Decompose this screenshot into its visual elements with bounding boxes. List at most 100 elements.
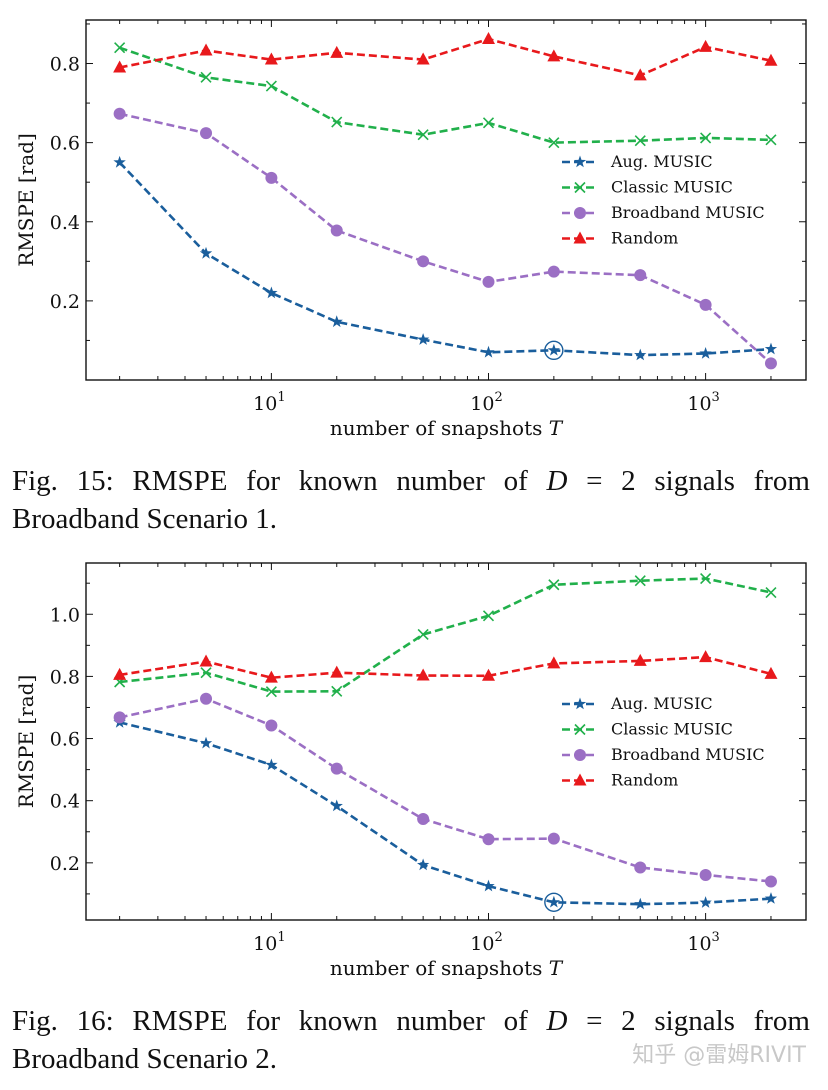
data-point <box>482 345 495 358</box>
watermark: 知乎 @雷姆RIVIT <box>632 1043 806 1068</box>
data-point <box>482 879 495 892</box>
data-point <box>547 832 560 845</box>
series-line <box>119 46 772 144</box>
x-axis-label-variable: T <box>549 416 564 440</box>
legend-marker <box>573 697 587 710</box>
x-axis-label-text: number of snapshots <box>330 956 549 980</box>
data-point <box>417 333 430 345</box>
x-tick-label: 101 <box>253 390 285 415</box>
series-line <box>119 112 772 365</box>
data-point <box>265 686 277 698</box>
y-tick-label: 0.4 <box>50 791 80 813</box>
data-point <box>547 895 560 908</box>
legend: Aug. MUSIC Classic MUSIC Broadband MUSIC Ra… <box>562 152 765 248</box>
data-point <box>482 117 495 129</box>
legend-marker <box>573 231 587 244</box>
data-point <box>113 155 126 168</box>
series-classic-music <box>114 42 777 149</box>
legend-item: Classic MUSIC <box>562 720 733 739</box>
data-point <box>200 692 213 705</box>
y-tick-label: 0.2 <box>50 291 80 313</box>
x-tick-label: 101 <box>253 930 285 955</box>
x-tick-exponent: 1 <box>277 930 285 945</box>
legend-item: Aug. MUSIC <box>562 694 713 713</box>
data-point <box>417 129 429 141</box>
series-broadband-music <box>113 107 777 370</box>
x-tick-exponent: 3 <box>712 390 720 405</box>
data-point <box>764 357 777 370</box>
data-point <box>199 246 213 259</box>
legend-item: Broadband MUSIC <box>562 745 765 764</box>
caption-variable: D <box>546 1005 568 1037</box>
data-point <box>765 134 777 146</box>
caption-text: = 2 signals from Broadband Scenario 1. <box>12 465 810 535</box>
data-point <box>331 685 343 697</box>
data-point <box>699 868 712 881</box>
data-point <box>481 668 495 681</box>
data-point <box>113 667 127 680</box>
data-point <box>764 892 778 904</box>
x-tick-label: 102 <box>470 390 502 415</box>
x-tick-base: 10 <box>687 393 711 415</box>
legend-label: Broadband MUSIC <box>611 745 765 764</box>
data-point <box>633 653 647 666</box>
data-point <box>265 171 278 184</box>
y-tick-label: 1.0 <box>50 604 80 626</box>
legend-marker <box>574 749 586 761</box>
data-point <box>634 861 647 874</box>
data-point <box>330 799 343 812</box>
data-point <box>264 52 278 65</box>
caption-variable: D <box>546 465 568 497</box>
data-point <box>764 53 778 66</box>
data-point <box>417 255 430 268</box>
legend-label: Broadband MUSIC <box>611 203 765 222</box>
data-point <box>416 52 430 65</box>
data-point <box>699 347 712 359</box>
x-axis-label: number of snapshots T <box>330 956 564 980</box>
series-broadband-music <box>113 692 777 888</box>
data-point <box>200 127 213 140</box>
data-point <box>700 132 712 144</box>
caption-text: Fig. 15: RMSPE for known number of <box>12 465 547 497</box>
data-point <box>765 586 777 599</box>
highlight-circle <box>544 340 564 361</box>
series-line <box>119 37 772 77</box>
legend: Aug. MUSIC Classic MUSIC Broadband MUSIC Ra… <box>562 694 765 790</box>
data-point <box>331 116 343 128</box>
data-point <box>265 719 278 732</box>
data-point <box>481 31 495 44</box>
data-point <box>265 758 278 771</box>
data-point <box>634 269 647 282</box>
x-tick-exponent: 2 <box>494 930 502 945</box>
x-tick-label: 102 <box>470 930 502 955</box>
x-axis-label-text: number of snapshots <box>330 416 549 440</box>
legend-item: Broadband MUSIC <box>562 203 765 222</box>
x-tick-base: 10 <box>470 393 494 415</box>
data-point <box>764 342 778 355</box>
data-point <box>417 858 430 871</box>
data-point <box>264 670 278 683</box>
x-tick-base: 10 <box>687 933 711 955</box>
data-point <box>547 49 561 62</box>
x-tick-base: 10 <box>253 933 277 955</box>
legend-item: Aug. MUSIC <box>562 152 713 171</box>
series-line <box>119 721 772 906</box>
legend-item: Random <box>562 229 678 248</box>
axes-frame <box>85 19 807 381</box>
series-line <box>119 697 772 883</box>
x-axis-label: number of snapshots T <box>330 416 564 440</box>
legend-marker <box>574 181 586 194</box>
data-point <box>482 275 495 288</box>
x-tick-exponent: 1 <box>277 390 285 405</box>
data-point <box>764 666 778 679</box>
x-tick-label: 103 <box>687 930 719 955</box>
series-line <box>118 161 772 357</box>
data-point <box>699 39 713 52</box>
x-axis-label-variable: T <box>549 956 564 980</box>
x-tick-base: 10 <box>470 933 494 955</box>
data-point <box>200 667 212 679</box>
x-tick-label: 103 <box>687 390 719 415</box>
data-point <box>416 668 430 681</box>
data-point <box>113 107 126 120</box>
